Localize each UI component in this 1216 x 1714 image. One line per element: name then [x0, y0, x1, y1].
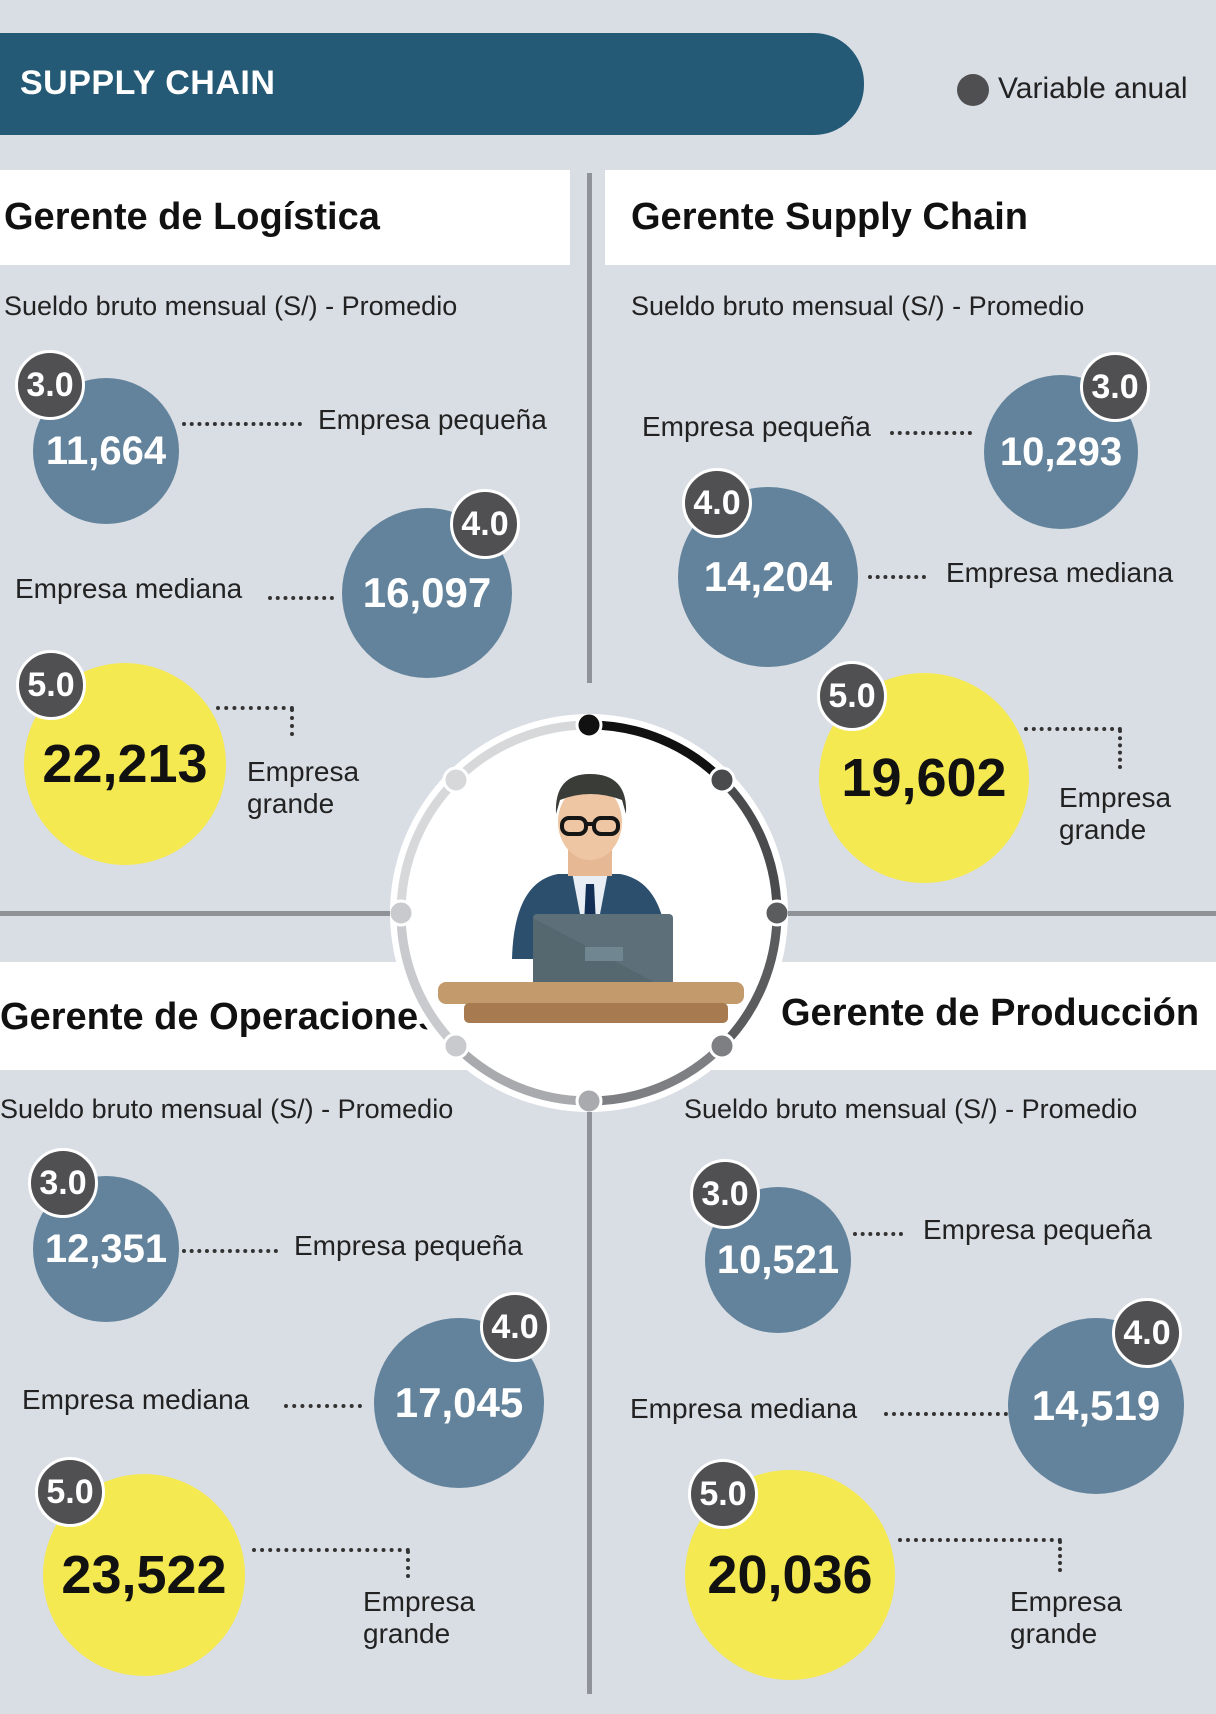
size-label: Empresa mediana: [22, 1384, 250, 1415]
leader-dots: [884, 1412, 1008, 1416]
quadrant-title-produccion: Gerente de Producción: [781, 992, 1200, 1034]
salary-circle-small: 10,521: [705, 1187, 851, 1333]
legend-dot-icon: [957, 74, 989, 106]
size-label: Empresa pequeña: [294, 1230, 523, 1261]
leader-dots: [268, 596, 334, 600]
leader-dots: [182, 422, 302, 426]
size-label-line1: Empresa: [1010, 1586, 1123, 1617]
size-label-line1: Empresa: [1059, 782, 1172, 813]
leader-dots: [290, 708, 294, 736]
quadrant-title-operaciones: Gerente de Operaciones: [0, 996, 440, 1038]
leader-dots: [406, 1550, 410, 1578]
header-box-supply-chain: [605, 170, 1216, 265]
quadrant-title-logistica: Gerente de Logística: [4, 196, 380, 238]
size-label: Empresa pequeña: [923, 1214, 1152, 1245]
size-label: Empresa grande: [1010, 1586, 1122, 1650]
salary-circle-medium: 17,045: [374, 1318, 544, 1488]
vertical-divider-top: [587, 173, 592, 683]
quadrant-subtitle: Sueldo bruto mensual (S/) - Promedio: [0, 1094, 454, 1124]
size-label: Empresa grande: [247, 756, 359, 820]
quadrant-subtitle: Sueldo bruto mensual (S/) - Promedio: [4, 291, 458, 321]
quadrant-subtitle: Sueldo bruto mensual (S/) - Promedio: [684, 1094, 1138, 1124]
quadrant-title-supply-chain: Gerente Supply Chain: [631, 196, 1028, 238]
size-label: Empresa mediana: [946, 557, 1174, 588]
leader-dots: [216, 706, 294, 710]
variable-badge: 5.0: [35, 1457, 105, 1527]
salary-circle-large: 20,036: [685, 1470, 895, 1680]
leader-dots: [284, 1404, 362, 1408]
size-label-line2: grande: [247, 788, 335, 819]
size-label: Empresa mediana: [630, 1393, 858, 1424]
vertical-divider-bottom: [587, 1100, 592, 1694]
size-label-line2: grande: [363, 1618, 451, 1649]
title-banner: [0, 33, 864, 135]
leader-dots: [853, 1232, 903, 1236]
horizontal-divider-right: [780, 911, 1216, 916]
size-label: Empresa pequeña: [642, 411, 871, 442]
size-label-line1: Empresa: [363, 1586, 476, 1617]
variable-badge: 5.0: [16, 650, 86, 720]
leader-dots: [252, 1548, 410, 1552]
leader-dots: [890, 431, 972, 435]
size-label: Empresa grande: [363, 1586, 475, 1650]
variable-badge: 3.0: [690, 1159, 760, 1229]
page-title: SUPPLY CHAIN: [20, 64, 276, 102]
center-illustration: [390, 714, 788, 1112]
size-label: Empresa grande: [1059, 782, 1171, 846]
size-label-line2: grande: [1059, 814, 1147, 845]
salary-circle-small: 12,351: [33, 1176, 179, 1322]
leader-dots: [1058, 1540, 1062, 1572]
variable-badge: 3.0: [15, 350, 85, 420]
size-label-line2: grande: [1010, 1618, 1098, 1649]
salary-circle-medium: 14,519: [1008, 1318, 1184, 1494]
quadrant-subtitle: Sueldo bruto mensual (S/) - Promedio: [631, 291, 1085, 321]
variable-badge: 4.0: [480, 1292, 550, 1362]
variable-badge: 5.0: [817, 661, 887, 731]
variable-badge: 3.0: [1080, 352, 1150, 422]
size-label-line1: Empresa: [247, 756, 360, 787]
leader-dots: [1024, 727, 1122, 731]
leader-dots: [182, 1249, 278, 1253]
variable-badge: 3.0: [28, 1148, 98, 1218]
leader-dots: [898, 1538, 1062, 1542]
horizontal-divider-left: [0, 911, 400, 916]
legend-label: Variable anual: [998, 72, 1188, 105]
variable-badge: 4.0: [1112, 1298, 1182, 1368]
leader-dots: [868, 575, 926, 579]
size-label: Empresa pequeña: [318, 404, 547, 435]
variable-badge: 4.0: [450, 489, 520, 559]
header-box-logistica: [0, 170, 570, 265]
leader-dots: [1118, 729, 1122, 769]
variable-badge: 4.0: [682, 468, 752, 538]
manager-at-desk-icon: [390, 714, 788, 1112]
size-label: Empresa mediana: [15, 573, 243, 604]
variable-badge: 5.0: [688, 1459, 758, 1529]
